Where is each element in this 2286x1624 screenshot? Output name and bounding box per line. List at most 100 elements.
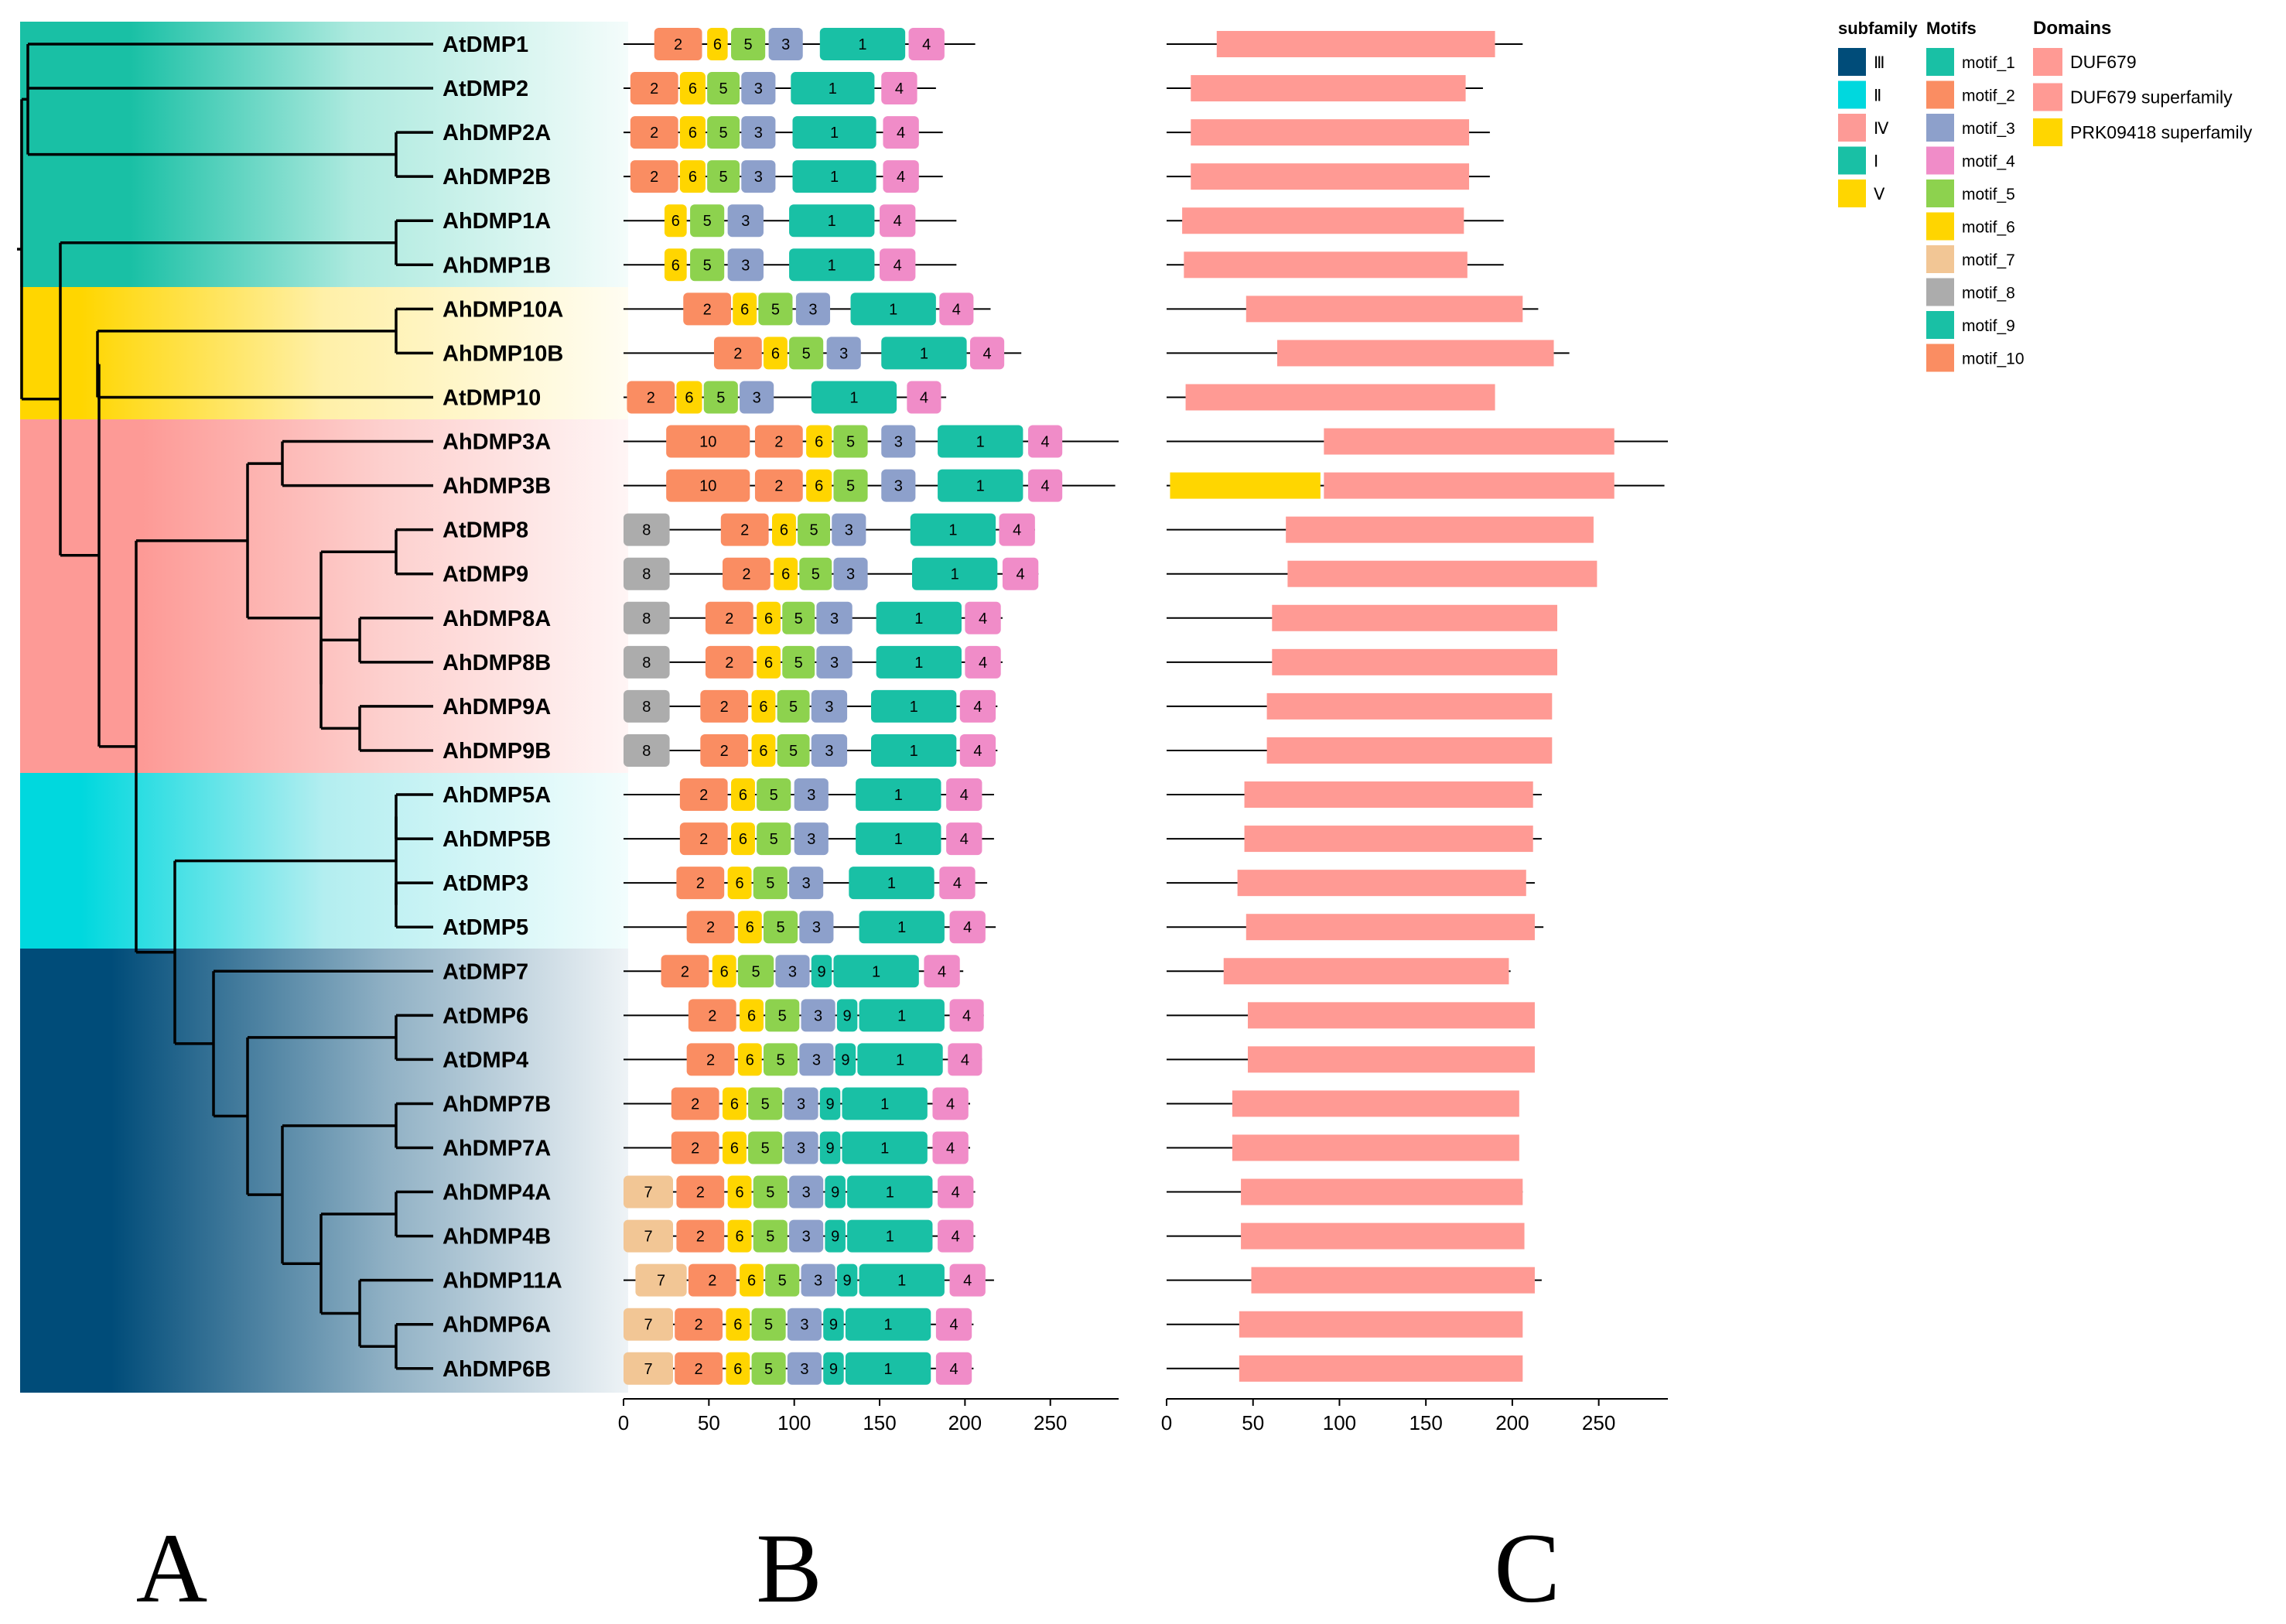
gene-label-ahdmp8a: AhDMP8A — [443, 607, 551, 631]
motif-2-label: 2 — [699, 831, 708, 848]
motif-6-label: 6 — [689, 80, 697, 97]
gene-label-atdmp5: AtDMP5 — [443, 915, 528, 940]
motif-9-label: 9 — [843, 1007, 852, 1024]
motif-5-label: 5 — [794, 655, 803, 672]
motif-2-box — [688, 999, 736, 1032]
motif-4-label: 4 — [897, 125, 905, 142]
motif-legend-swatch — [1926, 114, 1954, 142]
subfamily-bands — [20, 22, 628, 1393]
motif-5-label: 5 — [770, 831, 778, 848]
motif-6-box — [726, 1308, 750, 1341]
motif-2-box — [686, 1043, 735, 1076]
panel-letter-a: A — [136, 1513, 207, 1623]
gene-labels: AtDMP1 AtDMP2 AhDMP2A AhDMP2B AhDMP1A AhDMP1B… — [443, 32, 563, 1382]
motif-4-label: 4 — [895, 80, 904, 97]
motif-legend-swatch — [1926, 311, 1954, 339]
panel-letter-b: B — [756, 1513, 822, 1623]
domain-duf679-box — [1287, 560, 1597, 587]
motif-axis-tick-label: 100 — [777, 1411, 811, 1434]
motif-1-label: 1 — [910, 699, 918, 716]
motif-4-box — [880, 248, 916, 282]
motif-9-label: 9 — [841, 1051, 849, 1068]
motif-2-label: 2 — [725, 655, 733, 672]
motif-9-label: 9 — [825, 1140, 834, 1157]
motif-6-label: 6 — [739, 787, 747, 804]
motif-6-label: 6 — [747, 1273, 756, 1290]
motif-2-box — [720, 513, 769, 546]
motif-5-box — [758, 292, 793, 326]
domain-duf679-box — [1248, 1002, 1535, 1029]
gene-label-atdmp7: AtDMP7 — [443, 959, 528, 984]
motif-5-label: 5 — [764, 1361, 773, 1378]
motif-5-box — [782, 645, 815, 679]
motif-9-label: 9 — [829, 1361, 838, 1378]
motif-4-label: 4 — [973, 743, 982, 760]
motif-1-box — [842, 1087, 928, 1120]
motif-3-label: 3 — [894, 434, 903, 451]
motif-3-label: 3 — [741, 213, 750, 230]
motif-2-label: 2 — [703, 301, 712, 318]
motif-8-box — [624, 645, 670, 679]
motif-10-box — [666, 425, 750, 458]
gene-label-atdmp1: AtDMP1 — [443, 32, 528, 57]
motif-4-box — [1002, 557, 1039, 590]
motif-1-label: 1 — [872, 963, 880, 980]
motif-row-atdmp8: 8 2 6 5 3 1 4 — [624, 513, 1035, 546]
domain-legend-swatch — [2033, 48, 2062, 76]
domain-row-ahdmp4a — [1167, 1178, 1523, 1205]
motif-1-label: 1 — [914, 655, 923, 672]
motif-9-label: 9 — [829, 1317, 838, 1334]
motif-3-label: 3 — [845, 522, 853, 539]
motif-6-box — [727, 867, 752, 900]
motif-2-box — [675, 1308, 723, 1341]
motif-4-label: 4 — [894, 213, 902, 230]
motif-2-box — [679, 778, 728, 812]
motif-3-box — [789, 867, 824, 900]
domain-legend-label: DUF679 — [2070, 52, 2137, 72]
motif-4-box — [935, 1308, 972, 1341]
motif-row-ahdmp2a: 2 6 5 3 1 4 — [624, 116, 943, 149]
motif-row-ahdmp10a: 2 6 5 3 1 4 — [624, 292, 991, 326]
motif-legend-swatch — [1926, 179, 1954, 207]
domain-row-ahdmp5a — [1167, 781, 1542, 809]
subfamily-legend-label: Ⅳ — [1874, 120, 1889, 138]
gene-label-atdmp9: AtDMP9 — [443, 562, 528, 587]
motif-row-ahdmp2b: 2 6 5 3 1 4 — [624, 160, 943, 193]
motif-6-box — [679, 72, 706, 105]
motif-2-box — [686, 911, 735, 944]
motif-row-atdmp10: 2 6 5 3 1 4 — [624, 381, 947, 414]
motif-3-box — [741, 160, 776, 193]
motif-9-label: 9 — [843, 1273, 852, 1290]
domain-row-atdmp10 — [1167, 384, 1495, 411]
motif-3-label: 3 — [781, 36, 790, 53]
motif-3-box — [768, 28, 803, 60]
motif-3-label: 3 — [807, 787, 815, 804]
motif-1-box — [811, 381, 897, 414]
motif-row-ahdmp8a: 8 2 6 5 3 1 4 — [624, 601, 1003, 634]
legends: subfamily Ⅲ Ⅱ Ⅳ Ⅰ Ⅴ Motifs motif_1 motif_2 motif_… — [1838, 18, 2253, 372]
motif-2-label: 2 — [696, 1229, 705, 1246]
gene-label-atdmp4: AtDMP4 — [443, 1048, 528, 1072]
domain-legend-swatch — [2033, 83, 2062, 111]
domain-duf679-box — [1232, 1134, 1519, 1161]
motif-2-label: 2 — [699, 787, 708, 804]
motif-6-label: 6 — [780, 522, 788, 539]
motif-5-label: 5 — [719, 169, 728, 186]
domain-duf679-box — [1324, 472, 1615, 499]
domain-duf679-box — [1272, 648, 1557, 675]
motif-8-label: 8 — [642, 743, 651, 760]
domain-duf679-box — [1324, 428, 1615, 455]
motif-row-atdmp7: 2 6 5 3 9 1 4 — [624, 955, 964, 988]
motif-9-box — [836, 999, 858, 1032]
motif-4-label: 4 — [983, 345, 992, 362]
gene-label-ahdmp6a: AhDMP6A — [443, 1313, 551, 1338]
motif-2-label: 2 — [720, 699, 729, 716]
motif-3-label: 3 — [814, 1273, 822, 1290]
panel-letter-c: C — [1494, 1513, 1560, 1623]
motif-2-label: 2 — [706, 919, 715, 936]
motif-2-box — [654, 28, 702, 60]
motif-5-box — [703, 381, 738, 414]
motif-5-label: 5 — [794, 610, 803, 627]
motif-row-ahdmp1b: 6 5 3 1 4 — [624, 248, 957, 282]
motif-1-box — [857, 1043, 943, 1076]
